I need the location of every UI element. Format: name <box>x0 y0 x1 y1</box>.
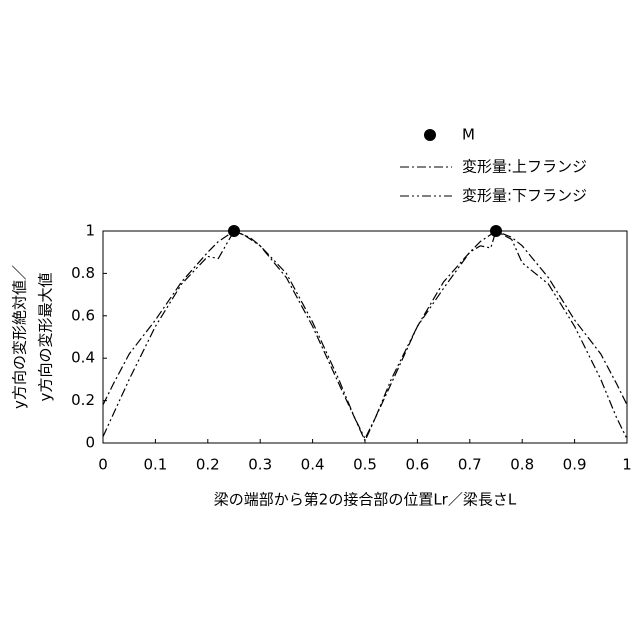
x-tick-label: 0.7 <box>458 456 482 474</box>
legend-marker <box>424 129 436 141</box>
x-axis-label: 梁の端部から第2の接合部の位置Lr／梁長さL <box>214 491 517 509</box>
x-tick-label: 0.6 <box>405 456 429 474</box>
y-tick-label: 0.2 <box>71 391 95 409</box>
legend-label: 変形量:上フランジ <box>462 158 587 176</box>
x-tick-label: 0.1 <box>143 456 167 474</box>
y-tick-label: 1 <box>85 222 95 240</box>
x-tick-label: 0.8 <box>510 456 534 474</box>
point <box>490 225 502 237</box>
legend-label: M <box>462 126 475 144</box>
y-axis-label: y方向の変形絶対値／ <box>11 265 29 409</box>
series-line <box>103 231 627 439</box>
y-tick-label: 0.8 <box>71 264 95 282</box>
x-tick-label: 0.4 <box>301 456 325 474</box>
x-tick-label: 0.3 <box>248 456 272 474</box>
series-line <box>103 231 627 441</box>
point <box>228 225 240 237</box>
x-tick-label: 1 <box>622 456 632 474</box>
y-axis-label: y方向の変形最大値 <box>37 273 55 402</box>
x-tick-label: 0.5 <box>353 456 377 474</box>
y-tick-label: 0.6 <box>71 306 95 324</box>
legend-label: 変形量:下フランジ <box>462 187 587 205</box>
x-tick-label: 0.9 <box>563 456 587 474</box>
y-tick-label: 0 <box>85 434 95 452</box>
x-tick-label: 0.2 <box>196 456 220 474</box>
x-tick-label: 0 <box>98 456 108 474</box>
y-tick-label: 0.4 <box>71 349 95 367</box>
chart: 梁の端部から第2の接合部の位置Lr／梁長さL y方向の変形絶対値／ y方向の変形… <box>0 0 640 640</box>
plot-frame <box>103 231 627 443</box>
